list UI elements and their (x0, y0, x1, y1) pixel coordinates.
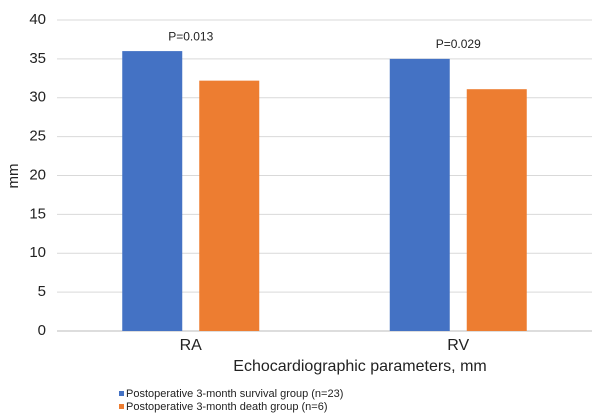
y-tick-label: 0 (38, 322, 46, 339)
x-axis-label: Echocardiographic parameters, mm (233, 358, 486, 375)
annotation: P=0.013 (168, 29, 213, 43)
x-tick-label: RV (447, 337, 469, 354)
legend-label: Postoperative 3-month survival group (n=… (126, 388, 343, 400)
y-tick-label: 40 (29, 11, 46, 28)
legend-label: Postoperative 3-month death group (n=6) (126, 401, 328, 413)
y-tick-label: 35 (29, 50, 46, 67)
x-tick-label: RA (180, 337, 203, 354)
legend-marker (119, 391, 124, 396)
y-tick-label: 20 (29, 166, 46, 183)
y-tick-label: 5 (38, 283, 46, 300)
y-tick-label: 25 (29, 128, 46, 145)
bar (466, 89, 527, 331)
y-tick-label: 15 (29, 205, 46, 222)
legend-marker (119, 404, 124, 409)
annotation: P=0.029 (436, 37, 481, 51)
bar (122, 51, 183, 331)
y-tick-label: 10 (29, 244, 46, 261)
y-tick-label: 30 (29, 89, 46, 106)
y-axis-label: mm (5, 164, 22, 189)
bar (199, 80, 260, 332)
bar (389, 58, 450, 331)
